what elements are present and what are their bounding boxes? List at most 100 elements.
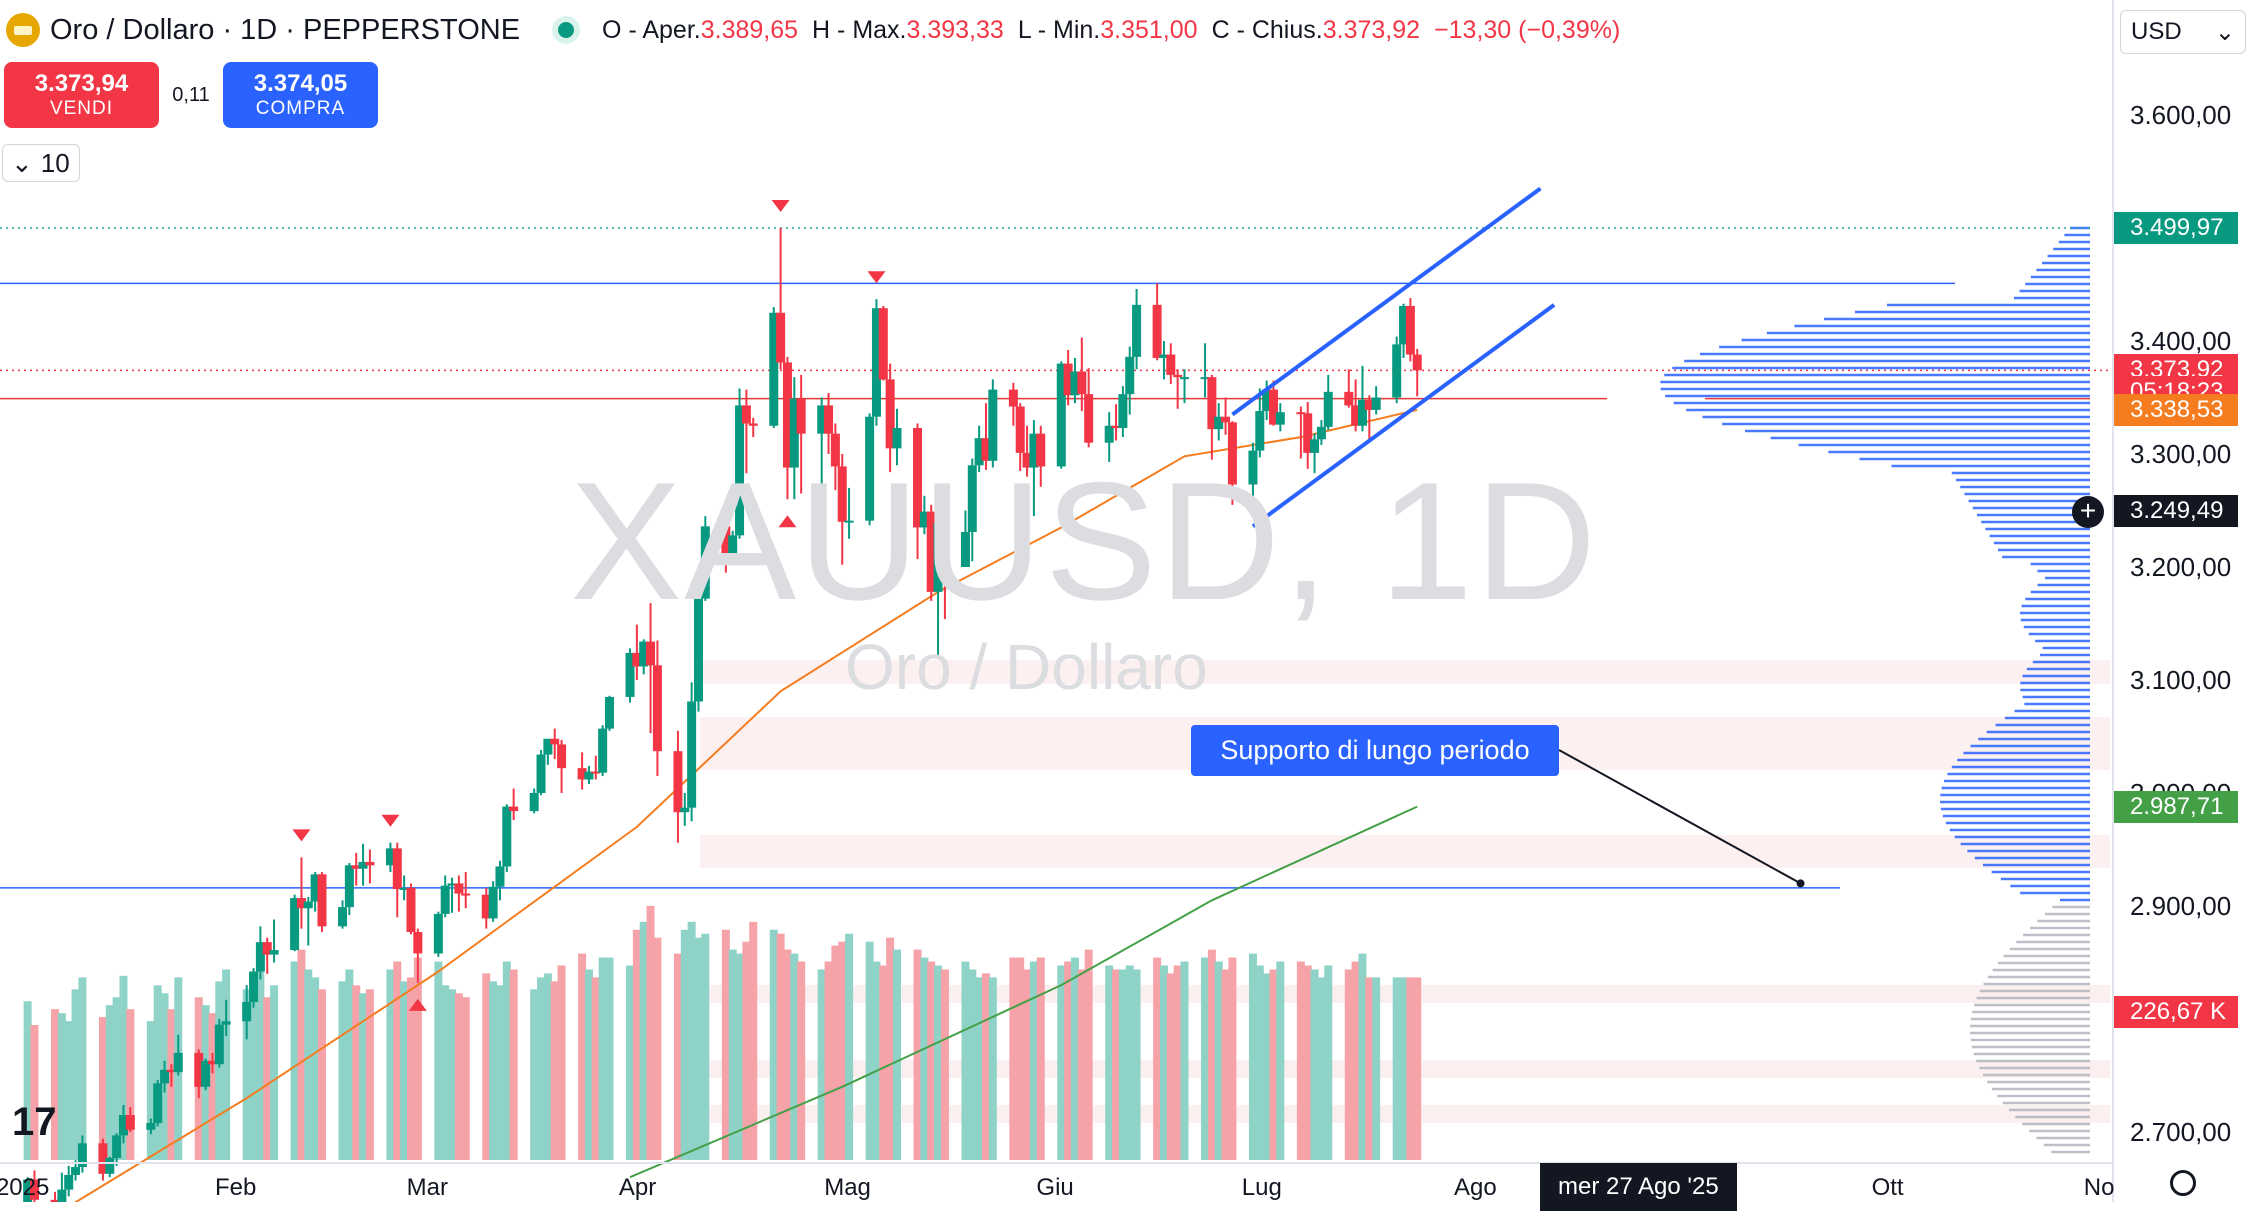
candle-body (1173, 374, 1183, 378)
spread-value: 0,11 (172, 83, 210, 106)
volume-bar (98, 1017, 107, 1160)
volume-bar (1248, 953, 1257, 1160)
volume-bar (1023, 969, 1032, 1160)
candle-body (118, 1115, 128, 1136)
candle-body (194, 1052, 204, 1087)
candle-body (1248, 450, 1258, 485)
candle-body (557, 744, 567, 769)
candle-body (748, 423, 758, 426)
quantity-dropdown[interactable]: ⌄ 10 (2, 144, 80, 182)
candle-body (1022, 452, 1032, 468)
header: Oro / Dollaro · 1D · PEPPERSTONE O - Ape… (0, 10, 1620, 50)
candle-body (207, 1060, 217, 1065)
candle-body (974, 438, 984, 466)
volume-bar (1016, 957, 1025, 1160)
volume-bar (290, 961, 299, 1160)
annotation-callout[interactable]: Supporto di lungo periodo (1191, 725, 1559, 776)
candle-body (577, 768, 587, 780)
candle-body (844, 520, 854, 523)
candle-body (1132, 304, 1142, 357)
market-open-icon (558, 22, 575, 38)
high-price-label: 3.499,97 (2114, 212, 2238, 244)
candle-body (837, 466, 847, 522)
candle-body (447, 883, 457, 886)
open-label: O - Aper. (602, 15, 701, 44)
candle-body (1063, 363, 1073, 396)
volume-bar (550, 981, 559, 1160)
volume-bar (400, 981, 409, 1160)
candle-body (153, 1083, 163, 1123)
volume-bar (790, 953, 799, 1160)
volume-bar (112, 997, 121, 1160)
candle-body (1221, 416, 1231, 423)
candle-body (769, 312, 779, 426)
candle-body (728, 535, 738, 555)
candle-body (591, 771, 601, 774)
volume-bar (1262, 973, 1271, 1160)
volume-bar (1358, 953, 1367, 1160)
symbol-title[interactable]: Oro / Dollaro · 1D · PEPPERSTONE (50, 13, 521, 46)
currency-selector[interactable]: USD ⌄ (2120, 10, 2246, 54)
watermark-name: Oro / Dollaro (845, 631, 1208, 703)
candle-body (1104, 425, 1114, 443)
candle-body (255, 942, 265, 972)
add-crosshair-icon[interactable]: + (2072, 496, 2104, 528)
tradingview-logo-icon[interactable]: 17 (12, 1100, 57, 1144)
channel-line (1231, 186, 1542, 417)
candle-body (440, 885, 450, 914)
candle-body (303, 901, 313, 909)
volume-bar (749, 921, 758, 1160)
candle-body (584, 771, 594, 780)
candle-body (536, 754, 546, 793)
volume-bar (817, 969, 826, 1160)
volume-bar (1276, 961, 1285, 1160)
volume-bar (742, 941, 751, 1160)
candle-body (146, 1122, 156, 1130)
buy-signal-icon (778, 515, 797, 528)
volume-bar (626, 965, 635, 1160)
price-tick-label: 3.400,00 (2130, 326, 2232, 356)
gold-symbol-icon (6, 13, 40, 47)
volume-bar (153, 985, 162, 1160)
volume-bar (304, 969, 313, 1160)
volume-bar (783, 949, 792, 1160)
time-tick-label: Ott (1871, 1174, 1904, 1201)
volume-bar (1112, 969, 1121, 1160)
candle-body (1152, 304, 1162, 358)
volume-bar (975, 977, 984, 1160)
volume-bar (317, 989, 326, 1160)
candle-body (365, 861, 375, 866)
volume-bar (1269, 969, 1278, 1160)
candle-body (680, 807, 690, 813)
sell-signal-icon (771, 200, 790, 212)
candle-body (796, 398, 806, 434)
sell-button[interactable]: 3.373,94 VENDI (4, 62, 159, 128)
sell-signal-icon (867, 271, 886, 284)
settings-gear-icon[interactable] (2170, 1170, 2196, 1196)
volume-bar (865, 941, 874, 1160)
candle-body (652, 665, 662, 752)
candle-body (1036, 433, 1046, 467)
volume-bar (537, 977, 546, 1160)
volume-bar (509, 969, 518, 1160)
candle-body (1118, 394, 1128, 429)
volume-bar (30, 1025, 39, 1160)
buy-button[interactable]: 3.374,05 COMPRA (223, 62, 378, 128)
volume-bar (1221, 969, 1230, 1160)
candle-body (481, 894, 491, 919)
volume-bar (598, 957, 607, 1160)
volume-bar (940, 969, 949, 1160)
volume-bar (461, 997, 470, 1160)
candle-body (1207, 377, 1217, 430)
volume-bar (1070, 957, 1079, 1160)
candle-body (639, 641, 649, 667)
candle-body (461, 893, 471, 896)
volume-bar (968, 969, 977, 1160)
time-axis-divider (0, 1162, 2112, 1164)
time-tick-label: Feb (215, 1174, 257, 1201)
ma-fast-price-label: 3.338,53 (2114, 393, 2238, 426)
time-tick-label: Giu (1036, 1174, 1074, 1201)
candle-body (824, 405, 834, 434)
candle-body (988, 389, 998, 461)
